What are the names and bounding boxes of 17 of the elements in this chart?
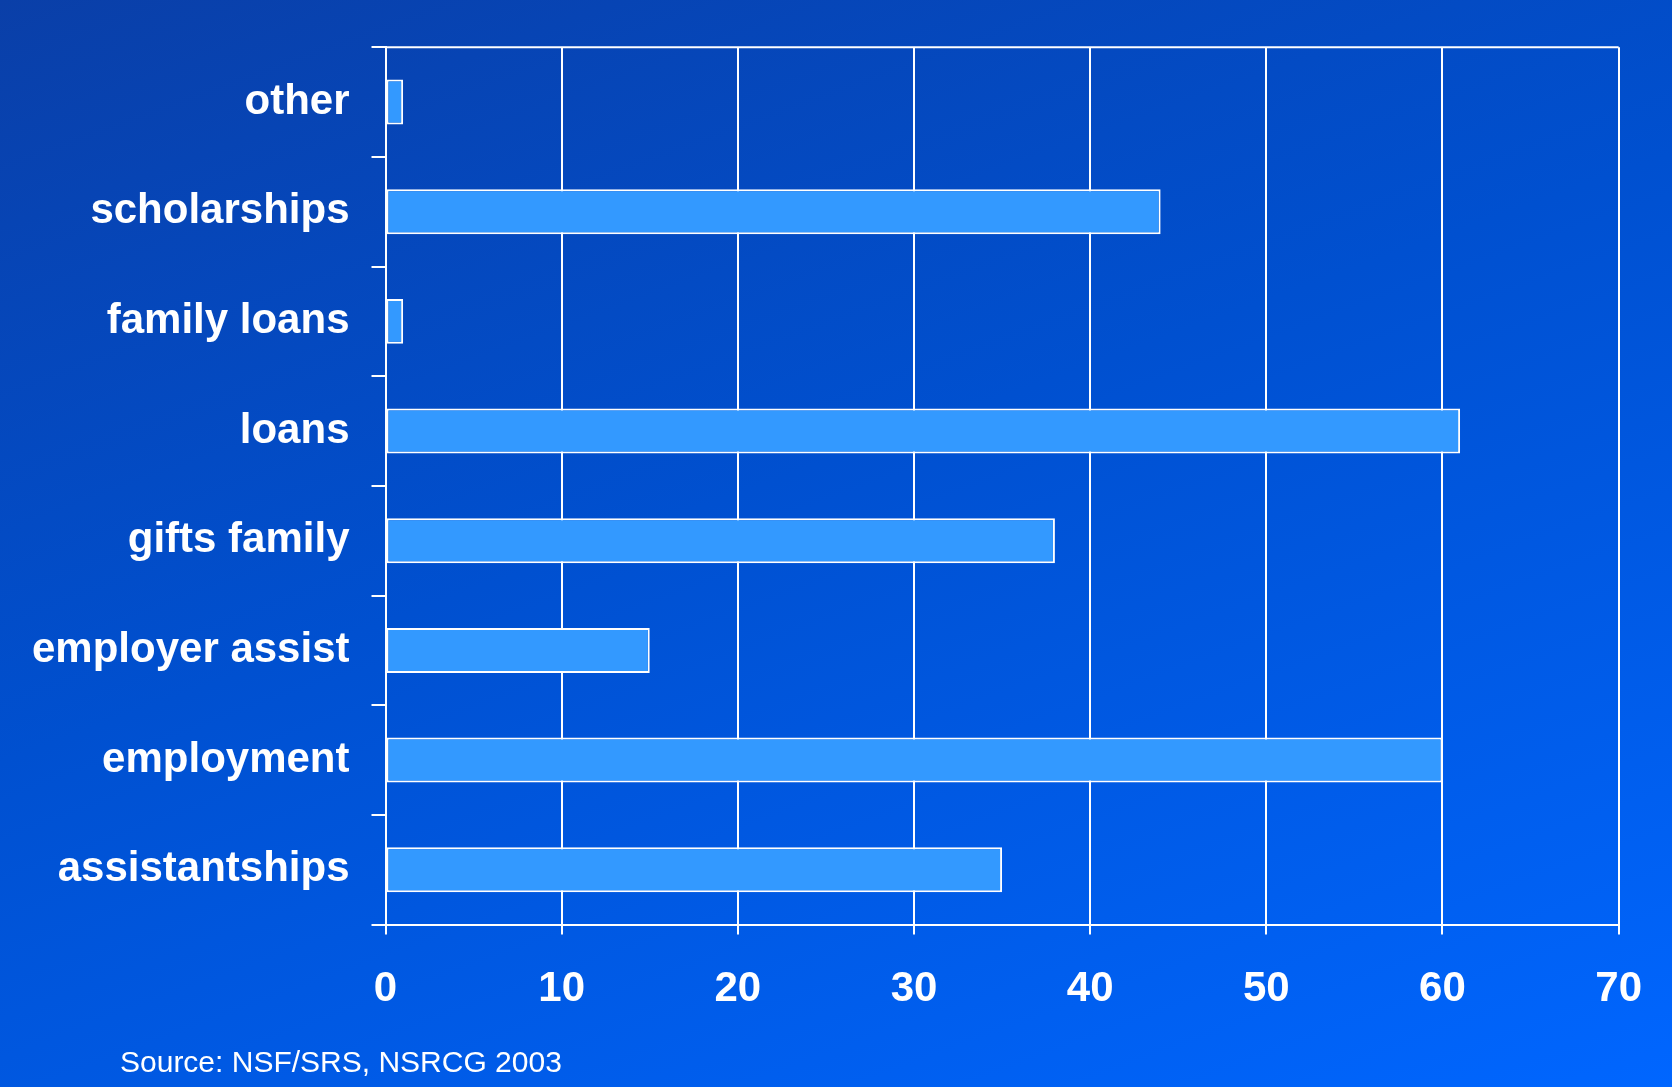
x-tick-label: 0: [373, 963, 398, 1011]
x-tick-label: 40: [1066, 963, 1114, 1011]
y-tick-label: other: [244, 75, 350, 123]
x-tick-label: 30: [890, 963, 938, 1011]
x-tick-label: 70: [1595, 963, 1642, 1011]
source-note: Source: NSF/SRS, NSRCG 2003: [120, 1045, 562, 1079]
y-tick-label: employer assist: [31, 623, 350, 671]
y-tick-label: scholarships: [90, 185, 350, 233]
y-tick-label: gifts family: [127, 514, 351, 562]
x-tick-label: 20: [714, 963, 762, 1011]
y-tick-label: loans: [239, 404, 350, 452]
x-tick-label: 50: [1242, 963, 1290, 1011]
y-tick-label: assistantships: [57, 843, 350, 891]
y-tick-label: family loans: [106, 294, 350, 342]
x-tick-label: 60: [1419, 963, 1466, 1011]
y-tick-label: employment: [102, 733, 350, 781]
x-tick-label: 10: [538, 963, 586, 1011]
